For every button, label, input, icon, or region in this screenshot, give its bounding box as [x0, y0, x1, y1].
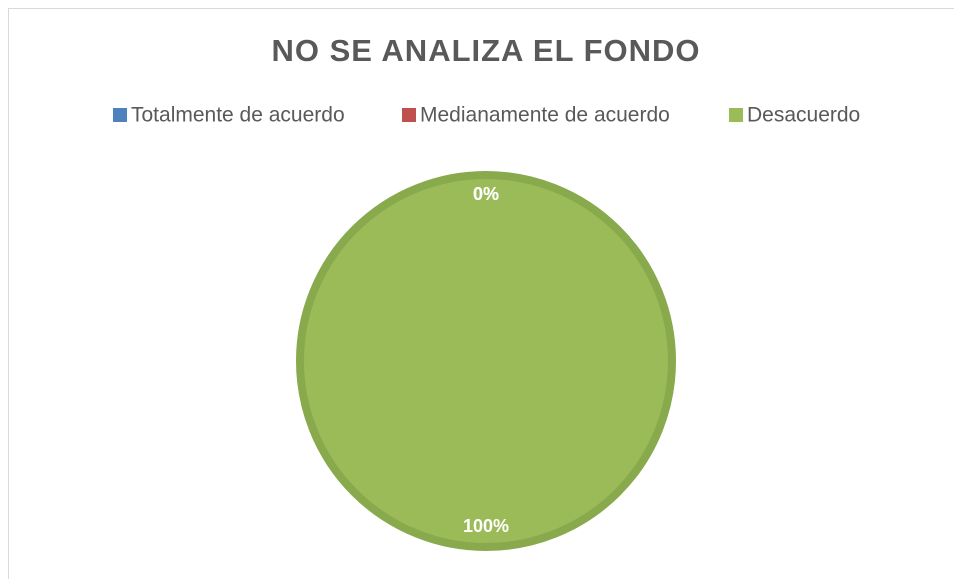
- legend-label: Desacuerdo: [747, 104, 860, 127]
- chart-title: NO SE ANALIZA EL FONDO: [271, 33, 700, 68]
- data-label: 0%: [473, 184, 499, 204]
- legend-swatch: [729, 108, 743, 122]
- data-label: 0%: [473, 184, 499, 204]
- legend-swatch: [113, 108, 127, 122]
- data-label: 100%: [463, 516, 509, 536]
- pie-slice: [296, 171, 676, 551]
- legend-label: Medianamente de acuerdo: [420, 104, 670, 127]
- legend-label: Totalmente de acuerdo: [131, 104, 345, 127]
- legend-swatch: [402, 108, 416, 122]
